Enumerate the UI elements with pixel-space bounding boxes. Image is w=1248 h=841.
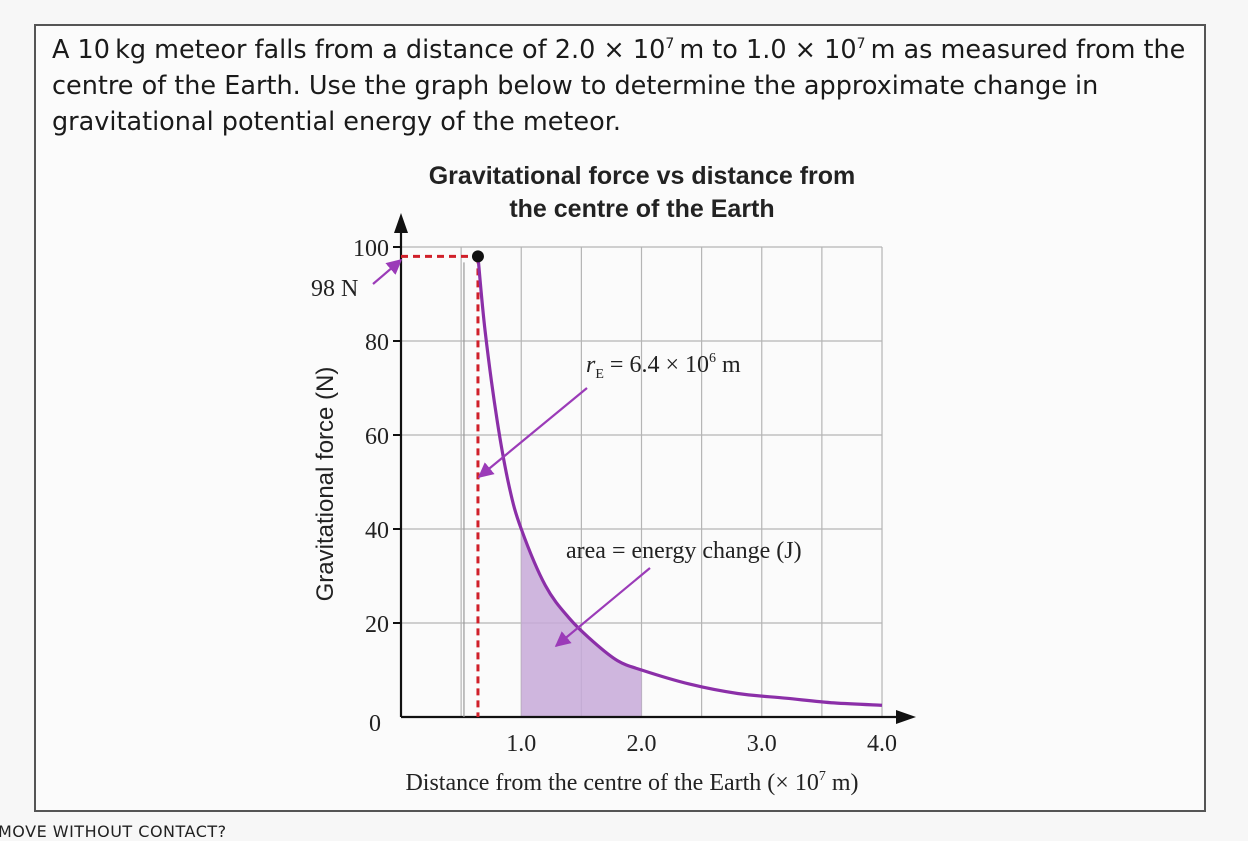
next-question-fragment: MOVE WITHOUT CONTACT? <box>0 822 227 841</box>
surface-force-point <box>471 250 484 263</box>
chart-title-line1: Gravitational force vs distance from <box>429 162 856 190</box>
label-earth-radius: rE = 6.4 × 106 m <box>586 351 741 382</box>
y-tick-label: 40 <box>365 518 389 544</box>
tick-labels: 0 20 40 60 80 100 1.0 2.0 3.0 4.0 <box>353 236 897 757</box>
grid <box>401 246 883 717</box>
shaded-energy-area <box>521 529 642 717</box>
y-tick-label: 80 <box>365 330 389 356</box>
arrow-area-energy <box>554 567 651 647</box>
x-axis-label: Distance from the centre of the Earth (×… <box>405 769 858 796</box>
y-axis-arrowhead <box>394 213 408 233</box>
y-tick-label: 100 <box>353 236 389 262</box>
y-axis-label: Gravitational force (N) <box>312 367 339 602</box>
y-tick-label: 20 <box>365 612 389 638</box>
chart-title-line2: the centre of the Earth <box>509 195 774 223</box>
arrow-98N <box>372 258 403 285</box>
question-text: A 10 kg meteor falls from a distance of … <box>52 35 1186 137</box>
arrow-earth-radius <box>477 387 588 478</box>
label-area-energy: area = energy change (J) <box>566 538 802 564</box>
y-tick-label: 0 <box>369 711 381 737</box>
x-tick-label: 2.0 <box>627 731 657 757</box>
y-tick-label: 60 <box>365 424 389 450</box>
x-tick-label: 3.0 <box>747 731 777 757</box>
x-axis-arrowhead <box>896 710 916 724</box>
x-tick-label: 4.0 <box>867 731 897 757</box>
force-curve-series <box>476 256 883 707</box>
label-98N: 98 N <box>311 276 358 302</box>
x-tick-label: 1.0 <box>506 731 536 757</box>
